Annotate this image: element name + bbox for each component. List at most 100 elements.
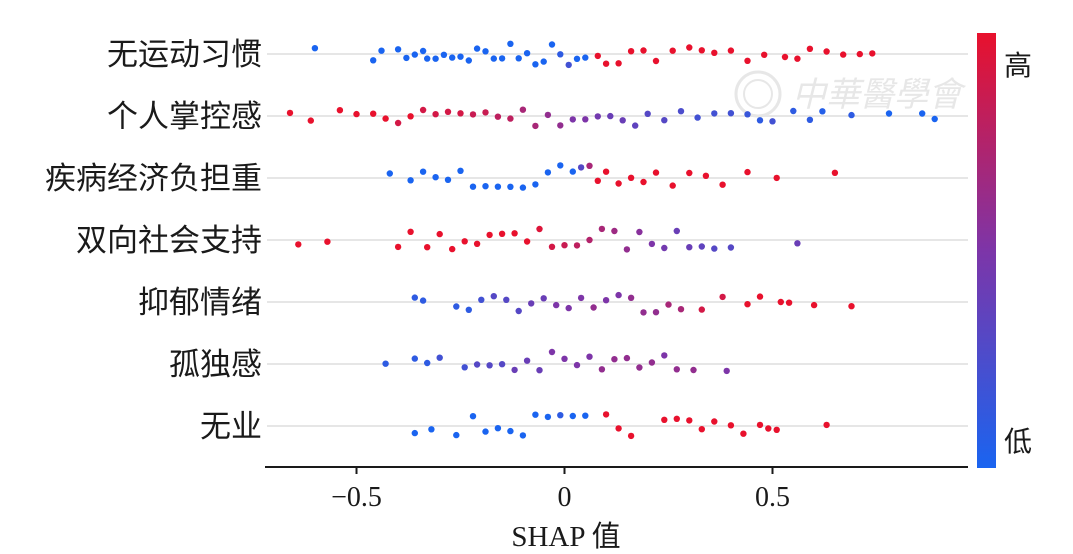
shap-point (548, 41, 556, 48)
shap-point (711, 245, 718, 252)
shap-point (336, 107, 344, 114)
shap-point (640, 47, 647, 54)
shap-point (482, 109, 489, 116)
shap-point (419, 47, 427, 55)
shap-point (790, 107, 797, 115)
shap-point (652, 57, 660, 65)
shap-point (424, 244, 431, 251)
shap-point (498, 55, 506, 62)
shap-point (582, 116, 589, 123)
shap-point (523, 50, 531, 57)
shap-point (615, 60, 622, 67)
x-tick-label: 0.5 (755, 482, 790, 513)
shap-point (444, 176, 452, 183)
shap-point (544, 111, 552, 119)
shap-point (652, 169, 660, 176)
shap-point (453, 303, 460, 310)
shap-point (773, 174, 780, 182)
shap-point (623, 354, 631, 362)
shap-point (582, 54, 589, 61)
colorbar (977, 33, 996, 468)
shap-point (561, 355, 568, 362)
shap-point (640, 178, 647, 186)
shap-point (569, 168, 576, 175)
shap-point (523, 238, 531, 245)
shap-point (486, 362, 493, 369)
shap-point (840, 51, 847, 58)
shap-point (411, 294, 418, 301)
shap-point (727, 244, 735, 251)
shap-point (673, 415, 680, 422)
shap-point (573, 55, 581, 62)
shap-point (648, 359, 656, 366)
shap-point (756, 117, 764, 124)
shap-point (465, 57, 472, 64)
shap-point (711, 418, 718, 425)
shap-point (686, 44, 693, 51)
watermark: 中華醫學會 (734, 70, 967, 118)
shap-point (794, 55, 801, 62)
shap-point (661, 352, 668, 359)
shap-point (386, 170, 393, 177)
shap-point (756, 293, 764, 300)
shap-point (652, 309, 660, 316)
shap-point (370, 57, 377, 64)
shap-point (523, 357, 531, 364)
shap-point (553, 301, 560, 309)
shap-point (490, 55, 497, 62)
shap-point (507, 115, 514, 122)
shap-point (794, 240, 801, 247)
shap-point (702, 172, 710, 179)
shap-point (507, 40, 514, 47)
shap-point (669, 182, 676, 189)
shap-point (457, 110, 464, 117)
shap-point (686, 417, 693, 424)
shap-point (623, 246, 631, 253)
shap-point (586, 236, 593, 244)
x-tick-label: 0 (558, 482, 572, 513)
shap-point (461, 238, 468, 245)
shap-point (511, 230, 518, 237)
shap-point (690, 366, 697, 374)
shap-point (407, 177, 414, 184)
shap-point (719, 293, 726, 301)
shap-point (394, 46, 402, 53)
shap-point (494, 425, 502, 432)
shap-point (515, 307, 522, 315)
shap-point (594, 52, 601, 60)
shap-point (532, 61, 539, 68)
shap-point (602, 60, 610, 67)
shap-point (856, 50, 863, 58)
shap-point (486, 231, 493, 239)
shap-point (449, 54, 456, 61)
shap-point (436, 354, 443, 361)
shap-point (627, 48, 635, 55)
shap-point (806, 116, 814, 124)
shap-point (848, 303, 855, 310)
shap-point (511, 366, 518, 374)
shap-point (694, 114, 701, 121)
watermark-seal-icon (734, 70, 782, 118)
shap-point (686, 244, 693, 251)
shap-point (594, 113, 601, 120)
shap-point (407, 113, 414, 120)
shap-point (519, 184, 527, 191)
shap-point (573, 242, 581, 249)
shap-point (394, 243, 402, 251)
shap-point (636, 228, 643, 236)
feature-label: 疾病经济负担重 (45, 161, 262, 197)
shap-point (848, 111, 855, 119)
shap-point (432, 111, 439, 118)
shap-point (557, 51, 564, 58)
shap-point (744, 111, 751, 118)
shap-point (378, 47, 385, 54)
shap-point (557, 122, 564, 129)
shap-point (515, 55, 522, 62)
shap-point (428, 426, 435, 433)
shap-point (761, 51, 768, 58)
shap-point (823, 48, 830, 55)
shap-point (473, 45, 481, 52)
shap-point (673, 227, 680, 235)
shap-point (598, 366, 606, 373)
shap-point (931, 115, 938, 123)
